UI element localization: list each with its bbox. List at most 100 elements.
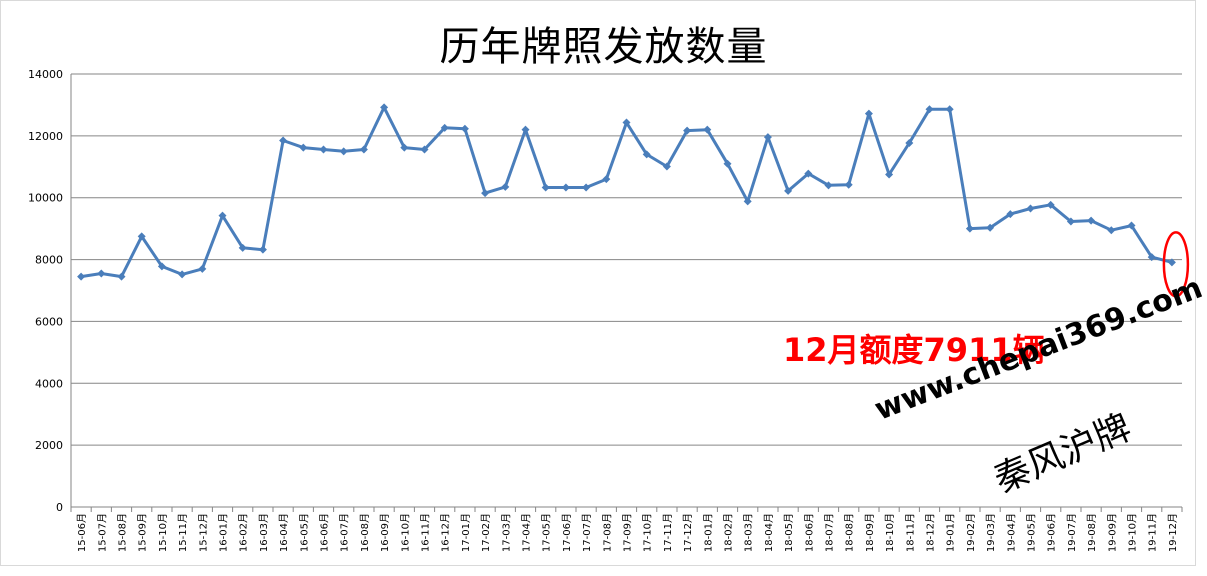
series-line [80, 105, 1173, 279]
data-point [400, 143, 409, 152]
data-point [763, 133, 772, 142]
data-point [662, 162, 671, 171]
data-point [905, 138, 914, 147]
data-point [864, 109, 873, 118]
x-tick-label: 16-12月 [440, 513, 452, 552]
data-point [885, 170, 894, 179]
x-tick-label: 16-03月 [258, 513, 270, 552]
data-point [965, 224, 974, 233]
x-tick-label: 16-07月 [339, 513, 351, 552]
x-tick-label: 16-02月 [238, 513, 250, 552]
x-tick-label: 18-11月 [904, 513, 916, 552]
x-tick-label: 17-02月 [480, 513, 492, 552]
x-tick-label: 17-04月 [521, 513, 533, 552]
x-tick-label: 16-10月 [399, 513, 411, 552]
x-tick-label: 15-12月 [197, 513, 209, 552]
data-point [541, 183, 550, 192]
data-point [824, 181, 833, 190]
data-point [198, 264, 207, 273]
x-tick-label: 19-11月 [1147, 513, 1159, 552]
x-tick-label: 18-02月 [723, 513, 735, 552]
chart-border [0, 0, 1196, 566]
x-tick-label: 17-09月 [622, 513, 634, 552]
x-tick-label: 16-11月 [420, 513, 432, 552]
data-point [319, 145, 328, 154]
x-tick-label: 19-04月 [1005, 513, 1017, 552]
data-point [97, 269, 106, 278]
x-tick-label: 17-10月 [642, 513, 654, 552]
x-tick-label: 18-03月 [743, 513, 755, 552]
x-tick-label: 19-10月 [1127, 513, 1139, 552]
x-tick-label: 17-05月 [541, 513, 553, 552]
x-tick-label: 18-10月 [884, 513, 896, 552]
x-tick-label: 17-03月 [500, 513, 512, 552]
data-point [723, 159, 732, 168]
data-point [1127, 221, 1136, 230]
x-tick-label: 16-08月 [359, 513, 371, 552]
data-point [359, 145, 368, 154]
data-point [844, 180, 853, 189]
x-tick-label: 15-09月 [137, 513, 149, 552]
data-point [1006, 210, 1015, 219]
data-point [339, 147, 348, 156]
x-tick-label: 16-05月 [298, 513, 310, 552]
x-tick-label: 19-12月 [1167, 513, 1179, 552]
x-tick-label: 19-02月 [965, 513, 977, 552]
x-tick-label: 17-01月 [460, 513, 472, 552]
x-tick-label: 19-07月 [1066, 513, 1078, 552]
x-tick-label: 17-06月 [561, 513, 573, 552]
data-point [481, 189, 490, 198]
data-point [440, 123, 449, 132]
chart-title: 历年牌照发放数量 [439, 24, 768, 70]
data-point [258, 245, 267, 254]
x-tick-label: 19-09月 [1106, 513, 1118, 552]
y-tick-label: 8000 [35, 254, 63, 267]
data-point [582, 183, 591, 192]
x-tick-label: 16-06月 [319, 513, 331, 552]
data-point [1107, 226, 1116, 235]
x-tick-label: 16-04月 [278, 513, 290, 552]
x-tick-label: 19-06月 [1046, 513, 1058, 552]
x-tick-label: 15-07月 [96, 513, 108, 552]
data-point [1046, 200, 1055, 209]
x-tick-label: 17-08月 [601, 513, 613, 552]
y-tick-label: 6000 [35, 315, 63, 328]
x-tick-label: 19-08月 [1086, 513, 1098, 552]
data-point [1087, 216, 1096, 225]
y-tick-label: 10000 [28, 192, 63, 205]
y-tick-label: 4000 [35, 377, 63, 390]
x-tick-label: 19-01月 [945, 513, 957, 552]
data-point [117, 272, 126, 281]
data-point [703, 125, 712, 134]
data-point [561, 183, 570, 192]
data-point [1147, 253, 1156, 262]
data-point [1026, 204, 1035, 213]
data-point [642, 150, 651, 159]
data-point [380, 103, 389, 112]
data-point [602, 175, 611, 184]
x-tick-label: 18-07月 [824, 513, 836, 552]
y-tick-label: 0 [56, 501, 63, 514]
x-tick-label: 15-11月 [177, 513, 189, 552]
y-tick-label: 2000 [35, 439, 63, 452]
data-point [77, 272, 86, 281]
data-point [279, 136, 288, 145]
y-tick-label: 12000 [28, 130, 63, 143]
annotation-label: 12月额度7911辆 [783, 331, 1045, 369]
x-tick-label: 18-05月 [783, 513, 795, 552]
data-point [743, 197, 752, 206]
x-tick-label: 17-07月 [581, 513, 593, 552]
x-tick-label: 19-03月 [985, 513, 997, 552]
data-point [157, 262, 166, 271]
data-point [945, 105, 954, 114]
data-point [1167, 258, 1176, 267]
data-point [986, 223, 995, 232]
data-point [521, 125, 530, 134]
data-point [420, 145, 429, 154]
data-point [460, 124, 469, 133]
x-tick-label: 17-12月 [682, 513, 694, 552]
data-point [178, 270, 187, 279]
data-point [299, 143, 308, 152]
data-point [218, 211, 227, 220]
